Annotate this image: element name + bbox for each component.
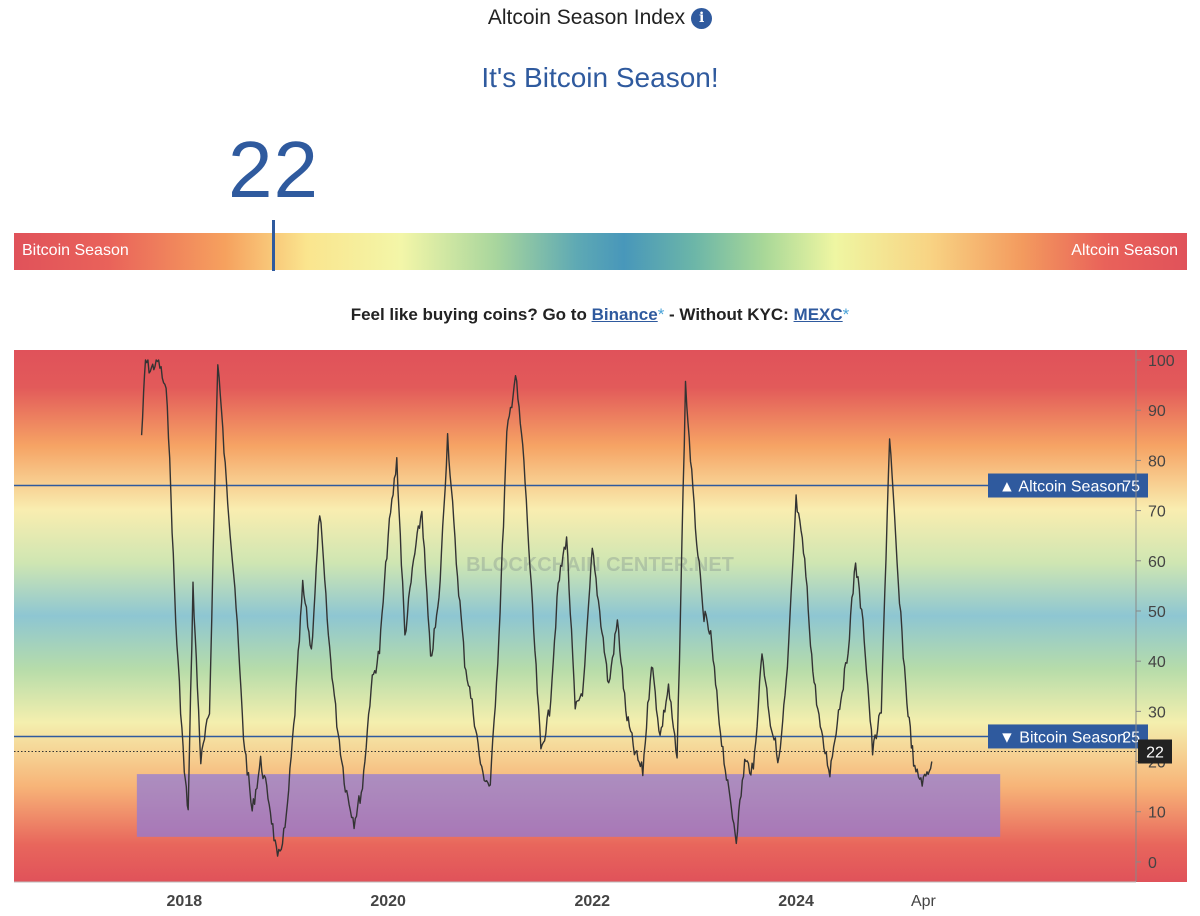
- threshold-label-text-0: ▲ Altcoin Season: [999, 479, 1125, 496]
- binance-star: *: [657, 305, 665, 324]
- bitcoin-season-zone: [136, 774, 1001, 837]
- gauge-label-bitcoin: Bitcoin Season: [22, 242, 129, 259]
- x-tick-label-0: 2018: [167, 893, 203, 910]
- x-tick-label-2: 2022: [574, 893, 610, 910]
- promo-text-2: - Without KYC:: [664, 305, 789, 324]
- y-tick-label-0: 0: [1148, 855, 1157, 872]
- y-tick-label-40: 40: [1148, 654, 1166, 671]
- y-tick-label-60: 60: [1148, 554, 1166, 571]
- threshold-label-text-1: ▼ Bitcoin Season: [999, 729, 1126, 746]
- y-tick-label-100: 100: [1148, 353, 1175, 370]
- x-tick-label-1: 2020: [370, 893, 406, 910]
- threshold-label-value-1: 25: [1122, 729, 1140, 746]
- info-icon[interactable]: i: [691, 8, 713, 29]
- mexc-star: *: [842, 305, 850, 324]
- gauge-label-altcoin: Altcoin Season: [1071, 242, 1178, 259]
- current-value-badge-text: 22: [1146, 745, 1164, 762]
- promo-line: Feel like buying coins? Go to Binance* -…: [0, 305, 1200, 325]
- y-tick-label-70: 70: [1148, 504, 1166, 521]
- header-title-text: Altcoin Season Index: [487, 6, 686, 29]
- mexc-link[interactable]: MEXC: [793, 305, 843, 324]
- season-status: It's Bitcoin Season!: [481, 62, 719, 93]
- season-gauge-bar: [14, 233, 1187, 270]
- y-tick-label-10: 10: [1148, 805, 1166, 822]
- header-title: Altcoin Season Index i: [0, 6, 1200, 30]
- x-axis-area: [0, 882, 1200, 916]
- y-tick-label-50: 50: [1148, 604, 1166, 621]
- x-tick-label-4: Apr: [911, 893, 937, 910]
- y-tick-label-90: 90: [1148, 403, 1166, 420]
- current-value-badge-box: [1138, 739, 1172, 764]
- threshold-label-value-0: 75: [1122, 479, 1140, 496]
- threshold-label-box-0: [988, 473, 1148, 498]
- gauge-marker: [272, 220, 275, 271]
- altcoin-season-chart: BLOCKCHAIN CENTER.NET ▲ Altcoin Season75…: [0, 350, 1200, 916]
- promo-text-1: Feel like buying coins? Go to: [350, 305, 587, 324]
- current-index-value: 22: [228, 125, 319, 214]
- y-tick-label-80: 80: [1148, 453, 1166, 470]
- threshold-label-box-1: [988, 724, 1148, 749]
- x-tick-label-3: 2024: [778, 893, 814, 910]
- altcoin-index-series-line: [140, 359, 933, 857]
- binance-link[interactable]: Binance: [591, 305, 658, 324]
- y-tick-label-30: 30: [1148, 704, 1166, 721]
- current-value-badge: 22: [1138, 739, 1172, 764]
- chart-watermark: BLOCKCHAIN CENTER.NET: [466, 554, 734, 576]
